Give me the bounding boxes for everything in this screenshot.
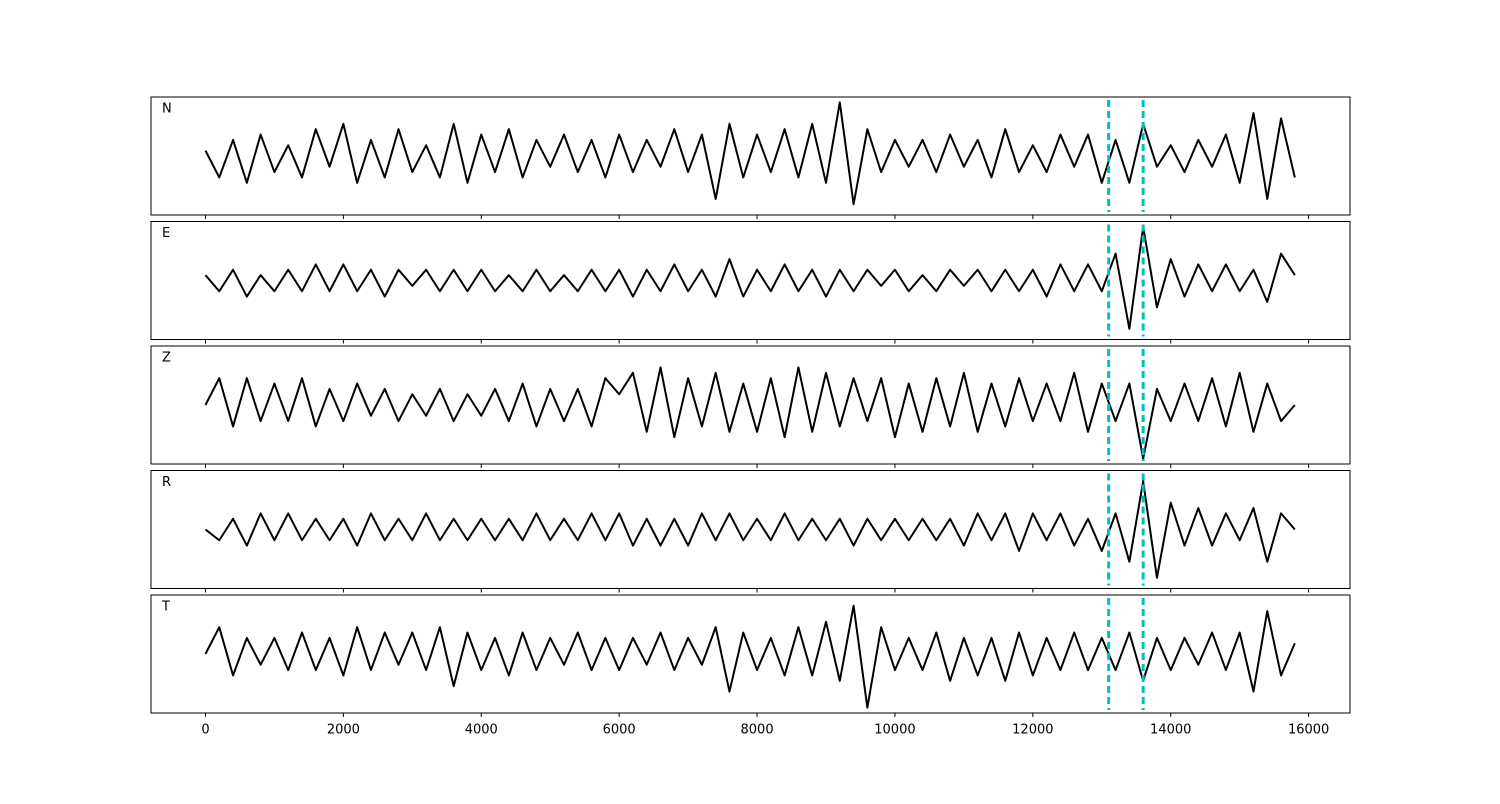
x-tick-label: 0: [201, 723, 209, 738]
x-tick-label: 14000: [1150, 723, 1191, 738]
x-tick-label: 16000: [1288, 723, 1329, 738]
trace: [204, 225, 1296, 330]
trace: [204, 366, 1296, 460]
panel-label: T: [161, 600, 170, 615]
x-tick-label: 2000: [327, 723, 360, 738]
x-tick-label: 6000: [603, 723, 636, 738]
panel-frame: [150, 96, 1351, 216]
panel-frame: [150, 470, 1351, 589]
panel-frame: [150, 594, 1351, 714]
panel-label: Z: [162, 351, 171, 366]
x-tick-label: 4000: [465, 723, 498, 738]
trace: [204, 604, 1296, 709]
x-tick-label: 10000: [874, 723, 915, 738]
panel-frame: [150, 345, 1351, 465]
panel-frame: [150, 221, 1351, 340]
panel-label: N: [162, 102, 172, 117]
x-tick-label: 12000: [1012, 723, 1053, 738]
trace: [204, 101, 1296, 206]
panel-label: E: [162, 226, 170, 241]
x-tick-label: 8000: [741, 723, 774, 738]
panel-label: R: [162, 475, 171, 490]
trace: [204, 480, 1296, 579]
